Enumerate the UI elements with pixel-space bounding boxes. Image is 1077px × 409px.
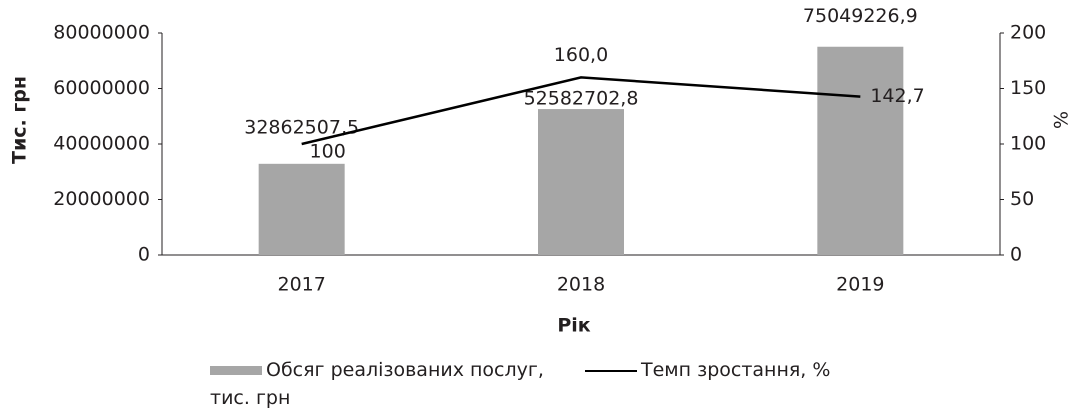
y2-tick-label: 150	[1010, 77, 1046, 99]
bar-value-label: 32862507,5	[244, 116, 359, 138]
y-axis-title: Тис. грн	[9, 76, 31, 164]
legend-label: Темп зростання, %	[641, 359, 831, 381]
bar	[817, 46, 904, 255]
y2-tick-label: 100	[1010, 133, 1046, 155]
legend-line: Темп зростання, %	[585, 356, 830, 384]
legend-swatch	[210, 366, 262, 375]
bar	[258, 163, 345, 255]
line-value-label: 100	[310, 141, 346, 163]
y-tick-label: 40000000	[53, 133, 150, 155]
bar-value-label: 52582702,8	[524, 88, 639, 110]
legend-bar: Обсяг реалізованих послуг, тис. грн	[210, 356, 580, 409]
x-tick-label: 2019	[836, 274, 884, 296]
y2-tick-label: 200	[1010, 22, 1046, 44]
legend-swatch	[585, 369, 637, 372]
x-tick-label: 2017	[277, 274, 325, 296]
y2-tick-label: 50	[1010, 188, 1034, 210]
x-tick-label: 2018	[557, 274, 605, 296]
line	[301, 76, 861, 146]
y2-axis-title: %	[1051, 111, 1073, 129]
y2-tick-label: 0	[1010, 244, 1022, 266]
bar	[538, 109, 624, 255]
y-tick-label: 80000000	[53, 22, 150, 44]
x-axis-title: Рік	[557, 315, 590, 337]
y-tick-label: 60000000	[53, 77, 150, 99]
legend-label: Обсяг реалізованих послуг, тис. грн	[210, 359, 544, 409]
y-tick-label: 0	[138, 244, 150, 266]
line-value-label: 160,0	[554, 44, 608, 66]
line-value-label: 142,7	[870, 85, 924, 107]
y-tick-label: 20000000	[53, 188, 150, 210]
bar-value-label: 75049226,9	[803, 5, 918, 27]
